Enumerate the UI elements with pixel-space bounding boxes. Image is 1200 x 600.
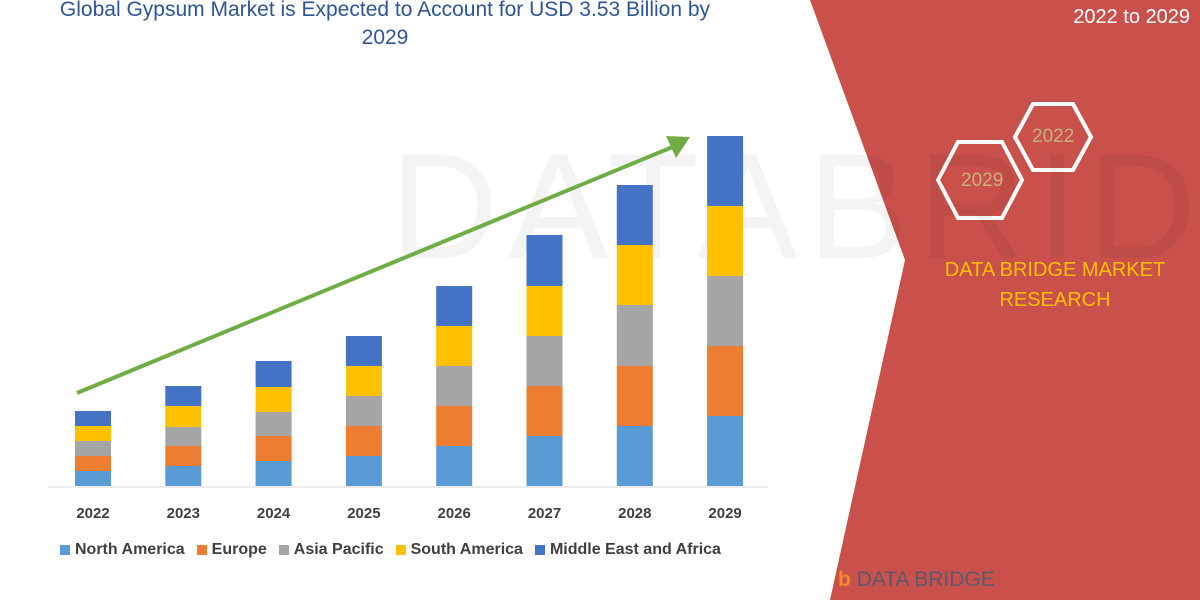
bar-segment-2027-1 — [526, 386, 563, 436]
x-tick-label: 2029 — [708, 505, 741, 522]
bar-segment-2024-0 — [255, 461, 292, 486]
legend-label: North America — [75, 541, 185, 558]
bar-segment-2025-3 — [345, 366, 382, 396]
x-tick-label: 2023 — [167, 505, 200, 522]
hexagon-2029 — [935, 140, 1025, 220]
bar-segment-2029-4 — [707, 136, 744, 206]
bar-segment-2028-4 — [616, 185, 653, 245]
bar-segment-2025-4 — [345, 336, 382, 366]
hexagon-label-2029: 2029 — [961, 170, 1004, 191]
hexagon-2022 — [1012, 102, 1094, 172]
bar-segment-2022-3 — [75, 426, 111, 441]
bar-segment-2027-3 — [526, 286, 563, 336]
legend-item: North America — [60, 541, 185, 559]
period-text: 2022 to 2029 — [1073, 6, 1190, 28]
x-tick-label: 2022 — [76, 505, 109, 522]
bar-segment-2025-1 — [345, 426, 382, 456]
x-tick-label: 2028 — [618, 505, 651, 522]
bar-segment-2022-0 — [75, 471, 111, 486]
legend-swatch — [60, 545, 70, 555]
trend-arrow-line — [76, 144, 676, 395]
legend-item: Middle East and Africa — [534, 541, 721, 559]
bar-segment-2026-0 — [436, 446, 473, 486]
bar-segment-2026-3 — [436, 326, 473, 366]
legend-swatch — [278, 545, 289, 555]
legend-item: South America — [395, 541, 523, 559]
bar-segment-2029-2 — [707, 276, 744, 346]
bar-segment-2023-0 — [165, 466, 202, 486]
bar-segment-2029-3 — [707, 206, 744, 276]
bar-segment-2024-3 — [255, 387, 292, 412]
x-tick-label: 2026 — [438, 505, 471, 522]
bar-segment-2027-2 — [526, 336, 563, 386]
legend-label: South America — [410, 541, 523, 558]
bar-segment-2028-3 — [616, 245, 653, 305]
bar-segment-2026-4 — [436, 286, 473, 326]
bar-segment-2023-1 — [165, 446, 202, 466]
bar-segment-2026-1 — [436, 406, 473, 446]
bar-segment-2028-0 — [616, 426, 653, 486]
logo-text: DATA BRIDGE — [856, 568, 995, 591]
legend-label: Middle East and Africa — [549, 541, 721, 558]
bar-segment-2026-2 — [436, 366, 473, 406]
bar-segment-2027-0 — [526, 436, 563, 486]
bar-segment-2023-3 — [165, 406, 202, 427]
legend: North America Europe Asia Pacific South Ame… — [60, 541, 721, 559]
bar-segment-2023-2 — [165, 427, 202, 446]
x-tick-label: 2024 — [257, 505, 291, 522]
bar-segment-2024-4 — [255, 361, 292, 387]
legend-label: Asia Pacific — [293, 541, 384, 558]
legend-swatch — [395, 545, 406, 555]
hexagon-label-2022: 2022 — [1032, 126, 1075, 147]
bar-segment-2025-2 — [345, 396, 382, 426]
bar-segment-2029-0 — [707, 416, 744, 486]
legend-swatch — [196, 545, 207, 555]
bar-segment-2027-4 — [526, 235, 563, 286]
x-tick-label: 2027 — [528, 505, 561, 522]
chart-title: Global Gypsum Market is Expected to Acco… — [59, 0, 711, 49]
bar-segment-2024-2 — [255, 412, 292, 436]
bar-segment-2022-1 — [75, 456, 111, 471]
x-tick-label: 2025 — [347, 505, 380, 522]
logo: b DATA BRIDGE — [838, 568, 995, 591]
bar-segment-2029-1 — [707, 346, 744, 416]
bar-segment-2028-1 — [616, 366, 653, 426]
legend-label: Europe — [211, 541, 267, 558]
bar-segment-2024-1 — [255, 436, 292, 461]
legend-swatch — [534, 545, 545, 555]
bar-segment-2023-4 — [165, 386, 202, 406]
bar-segment-2022-2 — [75, 441, 111, 456]
legend-item: Europe — [196, 541, 267, 559]
trend-arrow-head — [666, 136, 690, 158]
bar-segment-2022-4 — [75, 411, 111, 426]
brand-text: DATA BRIDGE MARKET RESEARCH — [944, 259, 1166, 311]
bar-segment-2025-0 — [345, 456, 382, 486]
legend-item: Asia Pacific — [278, 541, 384, 559]
bar-segment-2028-2 — [616, 305, 653, 366]
